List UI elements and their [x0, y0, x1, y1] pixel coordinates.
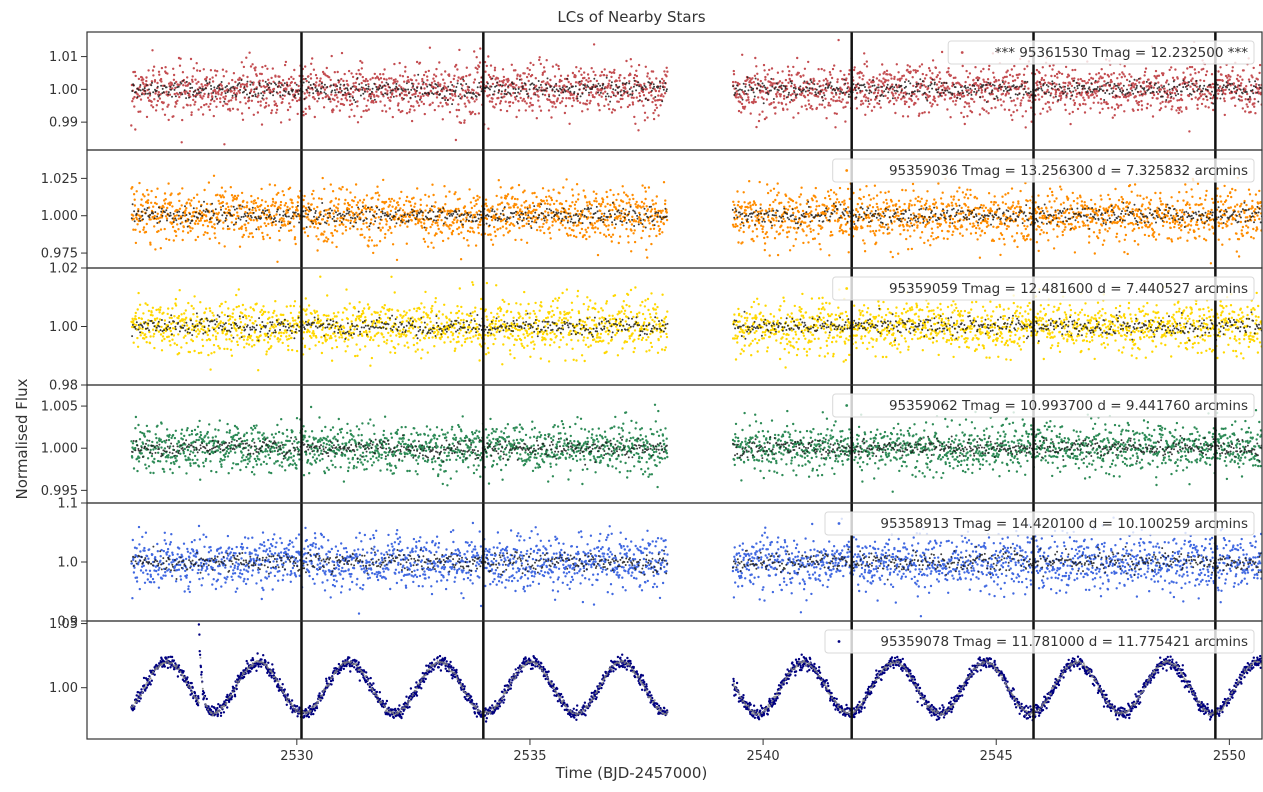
x-tick-label: 2545 [980, 749, 1013, 764]
y-tick-label: 1.000 [41, 209, 78, 224]
y-tick-label: 0.995 [41, 484, 78, 499]
panel-points [130, 174, 1262, 265]
legend-box [832, 276, 1255, 301]
binned-flux-points [130, 545, 1262, 581]
legend-label: 95358913 Tmag = 14.420100 d = 10.100259 … [880, 516, 1248, 532]
binned-flux-points [131, 73, 1262, 106]
y-tick-label: 1.01 [49, 50, 78, 65]
panel-points [130, 516, 1262, 618]
binned-flux-points [130, 656, 1262, 717]
flux-points [130, 38, 1262, 146]
y-tick-label: 0.975 [41, 247, 78, 262]
legend-marker [837, 640, 841, 643]
panel-3: 0.98 1.00 1.02 95359059 Tmag = 12.481600 d … [49, 262, 1263, 394]
panel-6: 1.00 1.05 95359078 Tmag = 11.781000 d = 11… [49, 617, 1263, 740]
y-tick-label: 1.1 [57, 497, 78, 512]
legend-box [832, 393, 1255, 418]
y-axis-label: Normalised Flux [13, 378, 31, 500]
panel-points [130, 38, 1262, 146]
panel-points [130, 403, 1262, 493]
legend-marker [960, 51, 964, 54]
chart-title: LCs of Nearby Stars [557, 8, 706, 26]
legend-label: 95359062 Tmag = 10.993700 d = 9.441760 a… [889, 398, 1248, 414]
legend-box [832, 158, 1255, 183]
legend-label: 95359078 Tmag = 11.781000 d = 11.775421 … [880, 634, 1248, 650]
y-tick-label: 1.05 [49, 617, 78, 632]
legend-marker [845, 169, 849, 172]
y-tick-label: 0.9 [57, 615, 78, 630]
y-tick-label: 1.0 [57, 556, 78, 571]
panel-points [130, 275, 1262, 372]
legend-box [824, 511, 1255, 536]
legend-label: 95359036 Tmag = 13.256300 d = 7.325832 a… [889, 163, 1248, 179]
y-tick-label: 1.00 [49, 83, 78, 98]
panel-points [130, 623, 1262, 723]
legend-label: *** 95361530 Tmag = 12.232500 *** [995, 45, 1248, 61]
y-tick-label: 1.00 [49, 320, 78, 335]
binned-flux-points [131, 433, 1262, 466]
panel-4: 0.995 1.000 1.005 95359062 Tmag = 10.993700… [41, 384, 1263, 504]
legend-marker [845, 404, 849, 407]
x-tick-label: 2550 [1213, 749, 1246, 764]
flux-points [130, 403, 1262, 493]
panel-1: 0.99 1.00 1.01 *** 95361530 Tmag = 12.23250… [49, 31, 1263, 151]
panel-5: 0.9 1.0 1.1 95358913 Tmag = 14.420100 d = 1… [57, 497, 1263, 630]
y-tick-label: 0.99 [49, 116, 78, 131]
legend-box [824, 629, 1255, 654]
binned-flux-points [131, 307, 1262, 343]
x-axis-label: Time (BJD-2457000) [555, 764, 708, 782]
y-tick-label: 0.98 [49, 379, 78, 394]
legend-box [947, 40, 1255, 65]
binned-flux-points [130, 200, 1262, 231]
panel-frame [86, 620, 1263, 740]
y-tick-label: 1.000 [41, 442, 78, 457]
y-tick-label: 1.005 [41, 400, 78, 415]
legend-marker [837, 522, 841, 525]
y-tick-label: 1.025 [41, 172, 78, 187]
x-tick-label: 2530 [280, 749, 313, 764]
legend-label: 95359059 Tmag = 12.481600 d = 7.440527 a… [889, 281, 1248, 297]
x-tick-label: 2535 [513, 749, 546, 764]
panel-2: 0.975 1.000 1.025 95359036 Tmag = 13.256300… [41, 149, 1263, 269]
y-tick-label: 1.00 [49, 681, 78, 696]
x-tick-label: 2540 [747, 749, 780, 764]
y-tick-label: 1.02 [49, 262, 78, 277]
legend-marker [845, 287, 849, 290]
